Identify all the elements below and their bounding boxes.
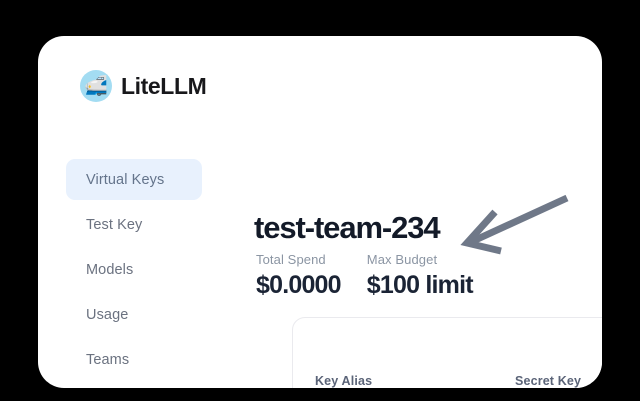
brand-logo[interactable]: 🚅 LiteLLM bbox=[80, 70, 207, 102]
sidebar-item-test-key[interactable]: Test Key bbox=[66, 204, 246, 245]
sidebar-item-label: Virtual Keys bbox=[86, 171, 165, 188]
sidebar-item-label: Test Key bbox=[86, 216, 143, 233]
sidebar-item-teams[interactable]: Teams bbox=[66, 339, 246, 380]
main-content: test-team-234 Total Spend $0.0000 Max Bu… bbox=[254, 156, 602, 388]
column-header-secret-key: Secret Key bbox=[515, 374, 582, 388]
sidebar-item-models[interactable]: Models bbox=[66, 249, 246, 290]
stat-total-spend: Total Spend $0.0000 bbox=[256, 252, 342, 300]
column-header-key-alias: Key Alias bbox=[315, 374, 373, 388]
sidebar-item-label: Usage bbox=[86, 306, 129, 323]
app-panel: 🚅 LiteLLM Virtual Keys Test Key Models U… bbox=[38, 36, 602, 388]
sidebar-item-usage[interactable]: Usage bbox=[66, 294, 246, 335]
page-title: test-team-234 bbox=[254, 209, 441, 245]
brand-name: LiteLLM bbox=[121, 72, 207, 99]
sidebar-item-label: Models bbox=[86, 261, 134, 278]
stat-value: $100 limit bbox=[366, 271, 474, 299]
keys-table-card: Key Alias Secret Key bbox=[292, 317, 602, 388]
stat-max-budget: Max Budget $100 limit bbox=[366, 252, 474, 300]
bullet-train-icon: 🚅 bbox=[80, 70, 112, 102]
keys-table-header-row: Key Alias Secret Key bbox=[293, 374, 602, 388]
stat-label: Max Budget bbox=[366, 252, 438, 267]
sidebar-item-label: Teams bbox=[86, 351, 130, 368]
stat-value: $0.0000 bbox=[256, 271, 342, 299]
stats-row: Total Spend $0.0000 Max Budget $100 limi… bbox=[256, 252, 474, 300]
sidebar-item-virtual-keys[interactable]: Virtual Keys bbox=[66, 159, 202, 200]
sidebar-nav: Virtual Keys Test Key Models Usage Teams bbox=[66, 159, 246, 384]
stat-label: Total Spend bbox=[256, 252, 326, 267]
